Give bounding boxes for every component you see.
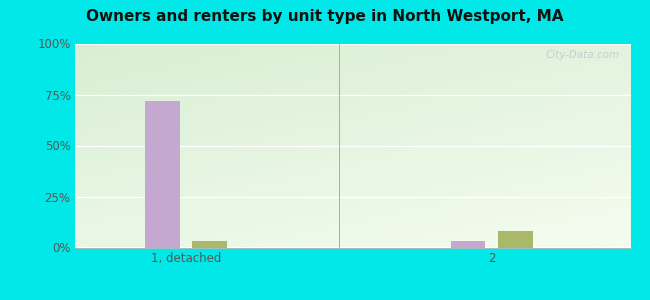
Bar xyxy=(145,100,179,247)
Bar xyxy=(498,231,532,248)
Bar xyxy=(192,242,227,248)
Text: City-Data.com: City-Data.com xyxy=(545,50,619,60)
Text: Owners and renters by unit type in North Westport, MA: Owners and renters by unit type in North… xyxy=(86,9,564,24)
Bar xyxy=(450,242,486,248)
